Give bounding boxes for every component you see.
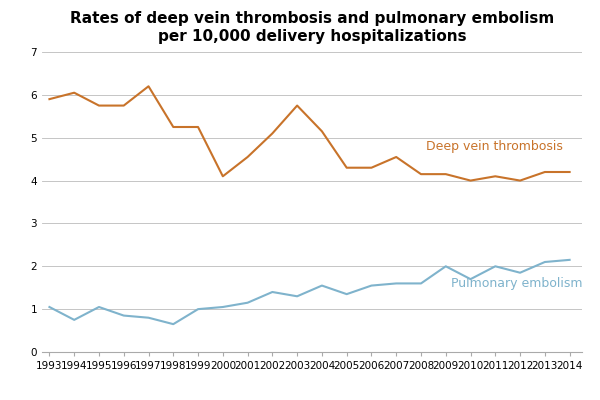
Text: Deep vein thrombosis: Deep vein thrombosis (426, 140, 563, 153)
Text: Pulmonary embolism: Pulmonary embolism (451, 277, 582, 290)
Title: Rates of deep vein thrombosis and pulmonary embolism
per 10,000 delivery hospita: Rates of deep vein thrombosis and pulmon… (70, 12, 554, 44)
